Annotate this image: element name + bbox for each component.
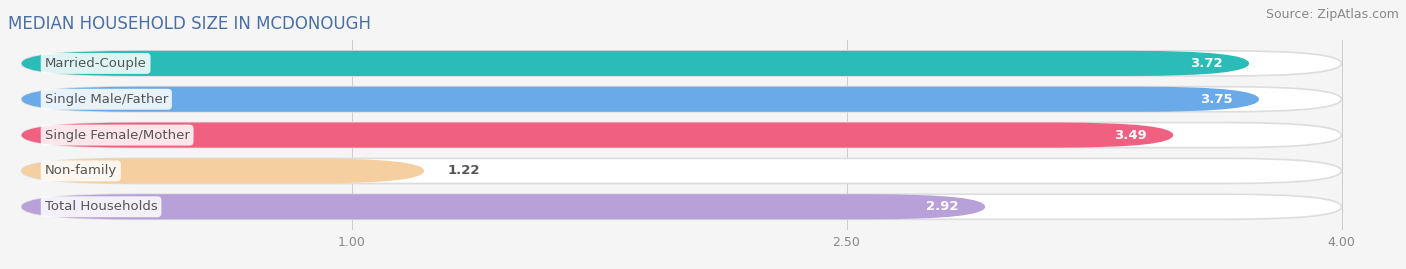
FancyBboxPatch shape: [21, 87, 1341, 112]
FancyBboxPatch shape: [21, 51, 1341, 76]
FancyBboxPatch shape: [21, 194, 1341, 219]
FancyBboxPatch shape: [21, 51, 1249, 76]
Text: Single Female/Mother: Single Female/Mother: [45, 129, 190, 141]
Text: 3.72: 3.72: [1189, 57, 1223, 70]
Text: MEDIAN HOUSEHOLD SIZE IN MCDONOUGH: MEDIAN HOUSEHOLD SIZE IN MCDONOUGH: [8, 15, 371, 33]
Text: Source: ZipAtlas.com: Source: ZipAtlas.com: [1265, 8, 1399, 21]
Text: 3.49: 3.49: [1114, 129, 1147, 141]
FancyBboxPatch shape: [21, 87, 1258, 112]
Text: Non-family: Non-family: [45, 164, 117, 178]
Text: 3.75: 3.75: [1199, 93, 1233, 106]
Text: Single Male/Father: Single Male/Father: [45, 93, 167, 106]
FancyBboxPatch shape: [21, 158, 1341, 183]
Text: 1.22: 1.22: [447, 164, 479, 178]
FancyBboxPatch shape: [21, 158, 425, 183]
Text: Married-Couple: Married-Couple: [45, 57, 146, 70]
FancyBboxPatch shape: [21, 123, 1173, 148]
Text: 2.92: 2.92: [927, 200, 959, 213]
Text: Total Households: Total Households: [45, 200, 157, 213]
FancyBboxPatch shape: [21, 123, 1341, 148]
FancyBboxPatch shape: [21, 194, 986, 219]
